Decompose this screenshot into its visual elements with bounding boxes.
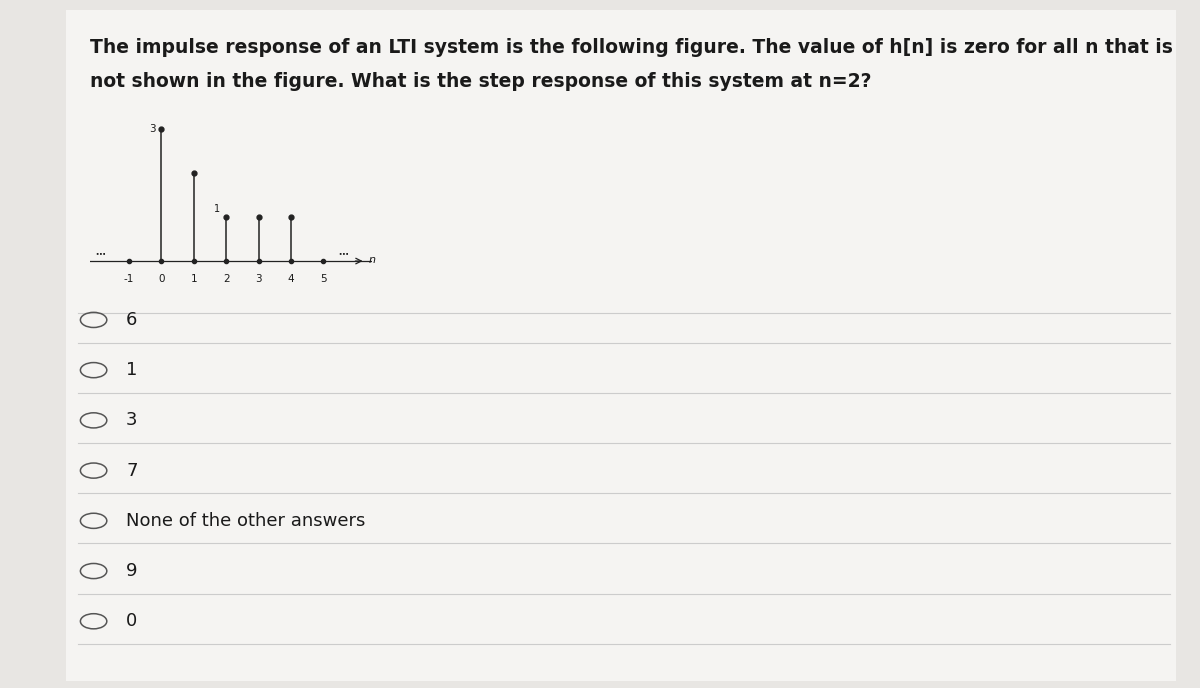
Text: 3: 3 bbox=[126, 411, 138, 429]
Text: 9: 9 bbox=[126, 562, 138, 580]
Text: -1: -1 bbox=[124, 275, 134, 284]
Text: 3: 3 bbox=[256, 275, 262, 284]
Text: 4: 4 bbox=[288, 275, 294, 284]
Text: n: n bbox=[368, 255, 376, 265]
Text: 0: 0 bbox=[158, 275, 164, 284]
Text: 6: 6 bbox=[126, 311, 137, 329]
Text: 5: 5 bbox=[320, 275, 326, 284]
Text: ⋯: ⋯ bbox=[95, 248, 104, 259]
Text: The impulse response of an LTI system is the following figure. The value of h[n]: The impulse response of an LTI system is… bbox=[90, 38, 1172, 57]
Text: 1: 1 bbox=[214, 204, 221, 213]
Text: ⋯: ⋯ bbox=[338, 248, 348, 259]
Text: 7: 7 bbox=[126, 462, 138, 480]
Text: 1: 1 bbox=[126, 361, 137, 379]
Text: 0: 0 bbox=[126, 612, 137, 630]
Text: 1: 1 bbox=[191, 275, 197, 284]
Text: not shown in the figure. What is the step response of this system at n=2?: not shown in the figure. What is the ste… bbox=[90, 72, 871, 92]
Text: 2: 2 bbox=[223, 275, 229, 284]
Text: 3: 3 bbox=[149, 124, 156, 134]
Text: None of the other answers: None of the other answers bbox=[126, 512, 365, 530]
